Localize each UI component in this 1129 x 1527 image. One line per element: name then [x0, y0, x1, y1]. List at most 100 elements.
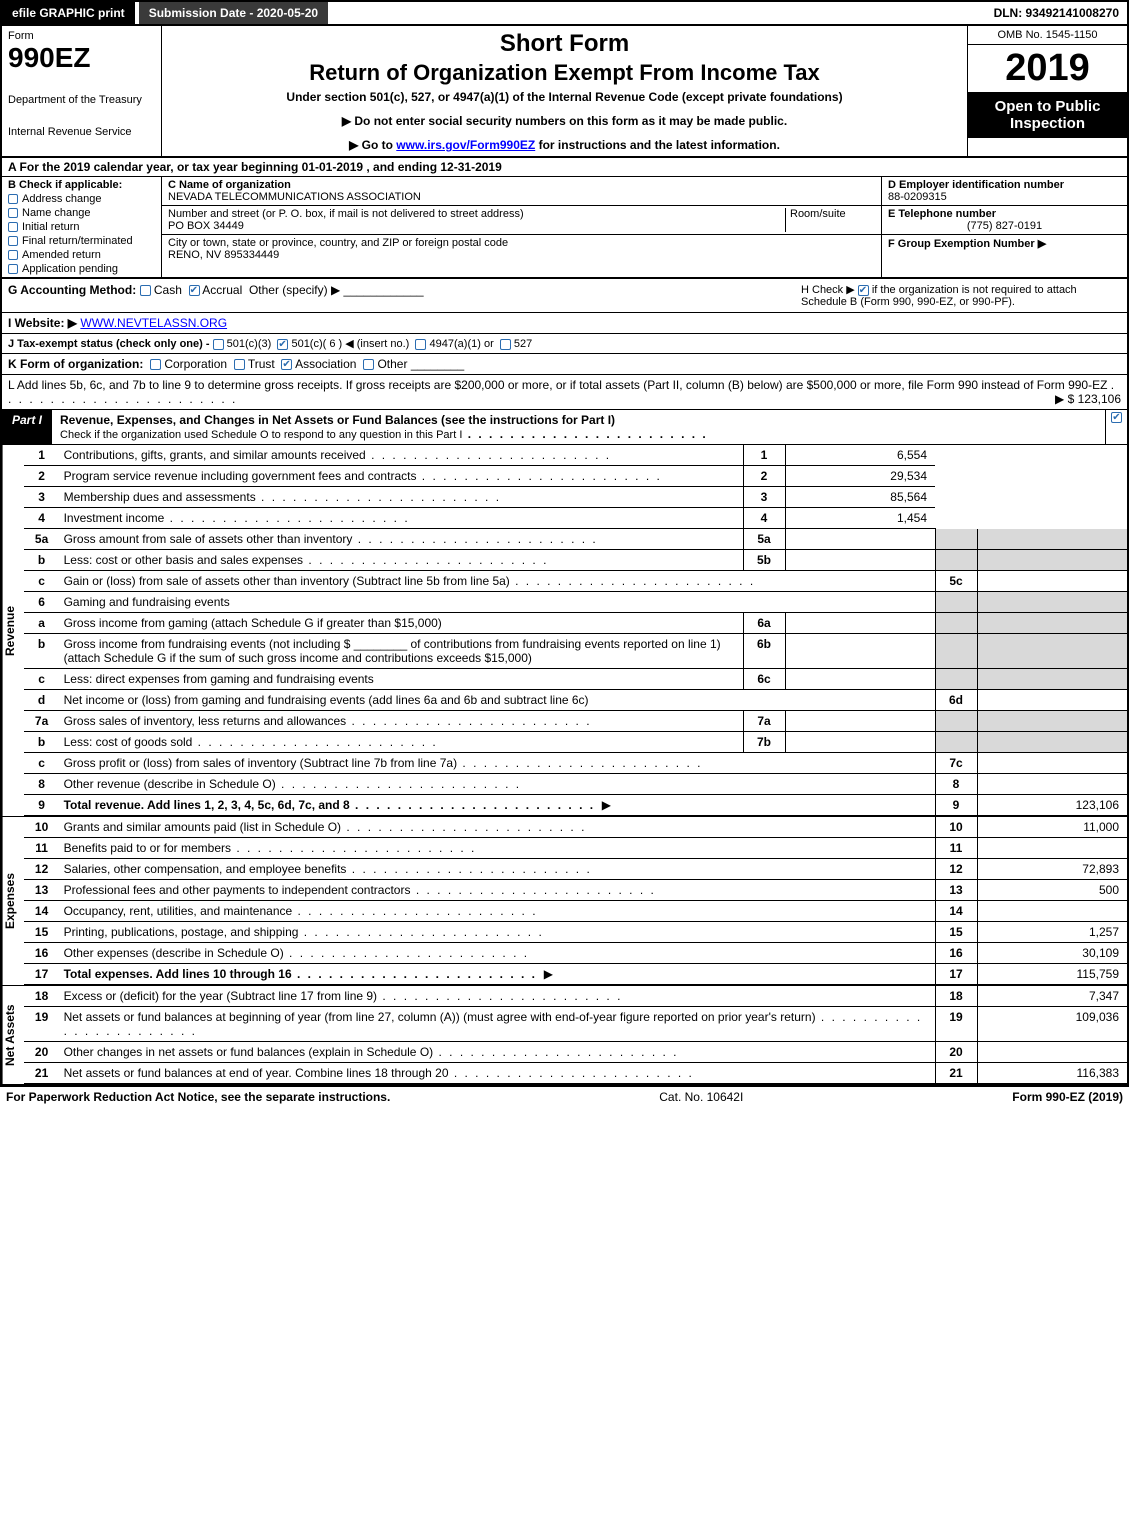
grey	[935, 592, 977, 613]
footer-right: Form 990-EZ (2019)	[1012, 1090, 1123, 1104]
goto-note: ▶ Go to www.irs.gov/Form990EZ for instru…	[170, 138, 959, 152]
srn: 6b	[743, 634, 785, 669]
ssn-note: ▶ Do not enter social security numbers o…	[170, 114, 959, 128]
header-right: OMB No. 1545-1150 2019 Open to Public In…	[967, 26, 1127, 156]
cb-label: Address change	[22, 193, 102, 205]
line-2: Program service revenue including govern…	[60, 466, 743, 487]
row-j-tax-status: J Tax-exempt status (check only one) - 5…	[2, 334, 1127, 354]
amt: 123,106	[977, 795, 1127, 816]
line-8: Other revenue (describe in Schedule O)	[60, 774, 935, 795]
grey	[977, 529, 1127, 550]
grey	[935, 634, 977, 669]
line-6b: Gross income from fundraising events (no…	[60, 634, 743, 669]
tax-year: 2019	[968, 45, 1127, 92]
dept-irs: Internal Revenue Service	[8, 126, 155, 138]
g-cash: Cash	[154, 283, 182, 297]
amt: 109,036	[977, 1007, 1127, 1042]
rn: 9	[935, 795, 977, 816]
cb-application-pending[interactable]	[8, 264, 18, 274]
rn: 11	[935, 838, 977, 859]
i-label: I Website: ▶	[8, 316, 77, 330]
cb-4947[interactable]	[415, 339, 426, 350]
amt: 1,257	[977, 922, 1127, 943]
cb-501c3[interactable]	[213, 339, 224, 350]
efile-print-button[interactable]: efile GRAPHIC print	[2, 2, 135, 24]
k-label: K Form of organization:	[8, 357, 143, 371]
open-inspection: Open to Public Inspection	[968, 92, 1127, 138]
cb-initial-return[interactable]	[8, 222, 18, 232]
page-footer: For Paperwork Reduction Act Notice, see …	[0, 1087, 1129, 1107]
rn: 20	[935, 1042, 977, 1063]
block-bcdef: B Check if applicable: Address change Na…	[2, 177, 1127, 279]
expenses-section: Expenses 10Grants and similar amounts pa…	[2, 817, 1127, 986]
j-o2: 501(c)( 6 ) ◀ (insert no.)	[291, 338, 409, 350]
line-21: Net assets or fund balances at end of ye…	[60, 1063, 935, 1084]
amt: 7,347	[977, 986, 1127, 1007]
line-16: Other expenses (describe in Schedule O)	[60, 943, 935, 964]
rn: 7c	[935, 753, 977, 774]
line-7b: Less: cost of goods sold	[60, 732, 743, 753]
line-6: Gaming and fundraising events	[60, 592, 935, 613]
rn: 5c	[935, 571, 977, 592]
amt: 29,534	[785, 466, 935, 487]
sub-amt	[785, 669, 935, 690]
line-14: Occupancy, rent, utilities, and maintena…	[60, 901, 935, 922]
ein: 88-0209315	[888, 191, 1121, 203]
grey	[935, 711, 977, 732]
cb-name-change[interactable]	[8, 208, 18, 218]
amt: 72,893	[977, 859, 1127, 880]
amt: 11,000	[977, 817, 1127, 838]
cb-corporation[interactable]	[150, 359, 161, 370]
amt: 30,109	[977, 943, 1127, 964]
rn: 10	[935, 817, 977, 838]
return-title: Return of Organization Exempt From Incom…	[170, 60, 959, 86]
room-suite-label: Room/suite	[785, 208, 875, 232]
cb-cash[interactable]	[140, 285, 151, 296]
cb-label: Name change	[22, 207, 91, 219]
expenses-label: Expenses	[2, 817, 24, 985]
k-assoc: Association	[295, 357, 356, 371]
rn: 12	[935, 859, 977, 880]
cb-trust[interactable]	[234, 359, 245, 370]
cb-label: Application pending	[22, 263, 118, 275]
dept-treasury: Department of the Treasury	[8, 94, 155, 106]
omb-number: OMB No. 1545-1150	[968, 26, 1127, 45]
line-10: Grants and similar amounts paid (list in…	[60, 817, 935, 838]
col-def: D Employer identification number 88-0209…	[882, 177, 1127, 277]
org-city: RENO, NV 895334449	[168, 249, 875, 261]
grey	[977, 592, 1127, 613]
grey	[977, 669, 1127, 690]
srn: 6c	[743, 669, 785, 690]
amt: 500	[977, 880, 1127, 901]
srn: 7a	[743, 711, 785, 732]
revenue-label: Revenue	[2, 445, 24, 816]
irs-link[interactable]: www.irs.gov/Form990EZ	[396, 138, 535, 152]
line-6c: Less: direct expenses from gaming and fu…	[60, 669, 743, 690]
cb-527[interactable]	[500, 339, 511, 350]
line-9: Total revenue. Add lines 1, 2, 3, 4, 5c,…	[64, 798, 595, 812]
cb-address-change[interactable]	[8, 194, 18, 204]
cb-schedule-o[interactable]	[1111, 412, 1122, 423]
cb-other[interactable]	[363, 359, 374, 370]
cb-schedule-b[interactable]	[858, 285, 869, 296]
expenses-table: 10Grants and similar amounts paid (list …	[24, 817, 1127, 985]
grey	[935, 613, 977, 634]
cb-association[interactable]	[281, 359, 292, 370]
cb-final-return[interactable]	[8, 236, 18, 246]
top-bar: efile GRAPHIC print Submission Date - 20…	[2, 2, 1127, 26]
line-3: Membership dues and assessments	[60, 487, 743, 508]
header-center: Short Form Return of Organization Exempt…	[162, 26, 967, 156]
j-label: J Tax-exempt status (check only one) -	[8, 338, 213, 350]
line-6d: Net income or (loss) from gaming and fun…	[60, 690, 935, 711]
part-i-header: Part I Revenue, Expenses, and Changes in…	[2, 410, 1127, 445]
cb-501c[interactable]	[277, 339, 288, 350]
cb-accrual[interactable]	[189, 285, 200, 296]
website-link[interactable]: WWW.NEVTELASSN.ORG	[80, 316, 227, 330]
rn: 2	[743, 466, 785, 487]
submission-date: Submission Date - 2020-05-20	[139, 2, 328, 24]
cb-amended-return[interactable]	[8, 250, 18, 260]
revenue-section: Revenue 1Contributions, gifts, grants, a…	[2, 445, 1127, 817]
line-15: Printing, publications, postage, and shi…	[60, 922, 935, 943]
line-4: Investment income	[60, 508, 743, 529]
cb-label: Amended return	[22, 249, 101, 261]
